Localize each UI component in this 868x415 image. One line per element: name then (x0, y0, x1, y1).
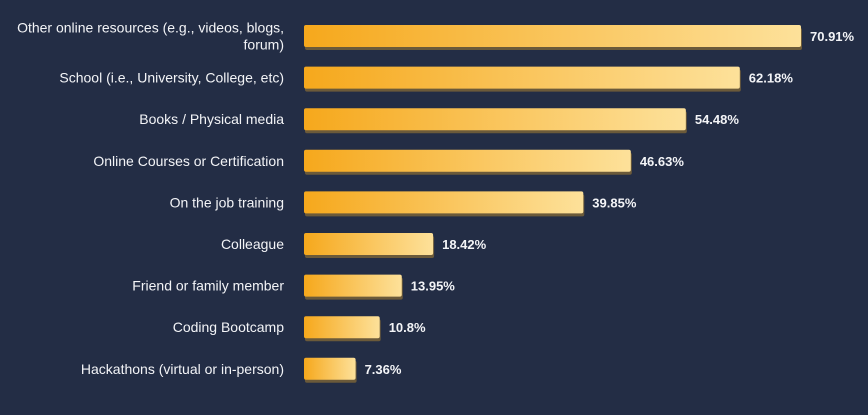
value-label: 13.95% (411, 279, 456, 294)
category-label: Coding Bootcamp (173, 319, 285, 335)
bar (304, 108, 686, 131)
bar (304, 357, 356, 380)
bar (304, 25, 801, 47)
category-label-line: On the job training (170, 194, 284, 210)
category-label-line: School (i.e., University, College, etc) (59, 70, 284, 86)
value-label: 10.8% (389, 320, 426, 335)
bar (304, 233, 434, 255)
bar (304, 149, 631, 172)
value-label: 62.18% (749, 71, 794, 86)
bar (304, 191, 584, 214)
value-label: 39.85% (592, 195, 637, 210)
category-label-line: Online Courses or Certification (93, 153, 284, 169)
value-label: 46.63% (640, 154, 685, 169)
category-label: Friend or family member (132, 278, 284, 294)
bar (304, 66, 740, 89)
category-label: Hackathons (virtual or in-person) (81, 361, 284, 377)
category-label: School (i.e., University, College, etc) (59, 70, 284, 86)
value-label: 18.42% (442, 237, 487, 252)
category-label: Books / Physical media (139, 111, 284, 127)
bar (304, 316, 380, 339)
category-label: On the job training (170, 194, 284, 210)
bar (304, 274, 402, 297)
category-label-line: Friend or family member (132, 278, 284, 294)
category-label-line: Colleague (221, 236, 284, 252)
bars-layer: Other online resources (e.g., videos, bl… (17, 20, 855, 383)
category-label-line: Coding Bootcamp (173, 319, 285, 335)
value-label: 54.48% (695, 112, 740, 127)
category-label: Other online resources (e.g., videos, bl… (17, 20, 284, 53)
category-label-line: Books / Physical media (139, 111, 284, 127)
value-label: 7.36% (365, 362, 402, 377)
category-label-line: forum) (244, 37, 284, 53)
category-label-line: Hackathons (virtual or in-person) (81, 361, 284, 377)
category-label: Online Courses or Certification (93, 153, 284, 169)
value-label: 70.91% (810, 29, 855, 44)
category-label-line: Other online resources (e.g., videos, bl… (17, 20, 284, 36)
category-label: Colleague (221, 236, 284, 252)
